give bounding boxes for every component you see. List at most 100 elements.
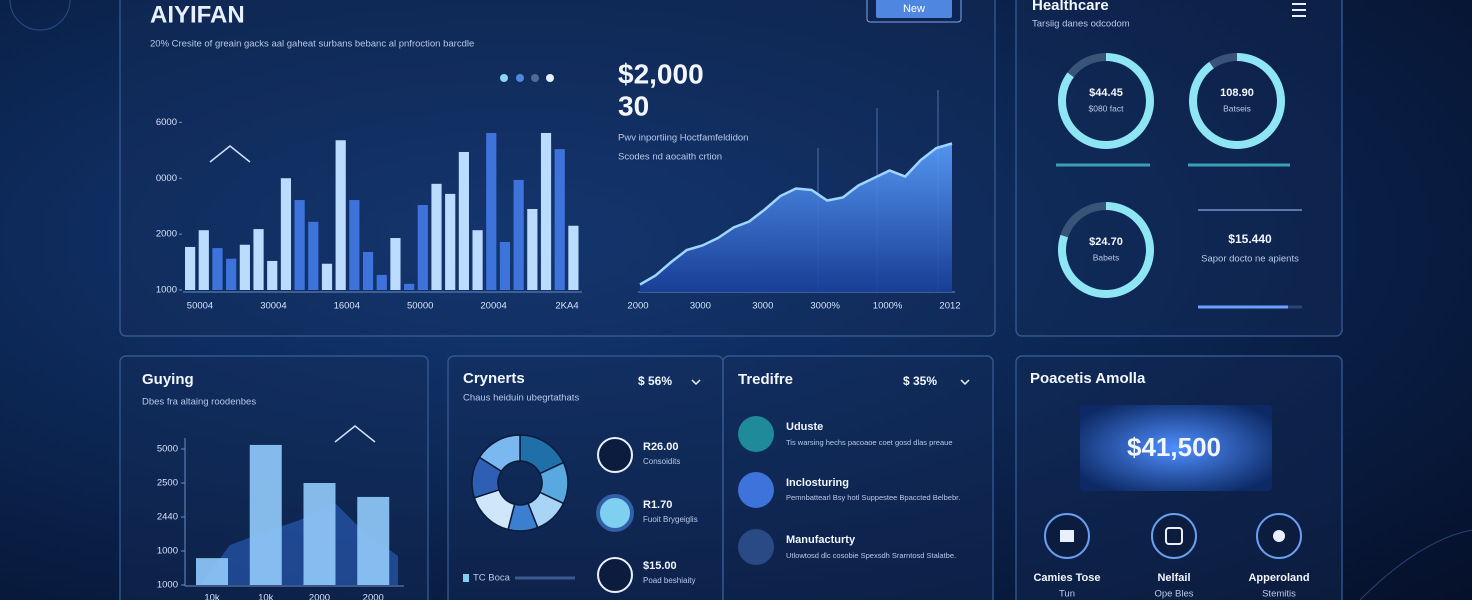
item-value: R26.00 bbox=[643, 441, 678, 453]
x-tick-label: 2000 bbox=[627, 301, 648, 312]
amount: $41,500 bbox=[1127, 432, 1221, 462]
panel bbox=[1015, 0, 1343, 337]
bar bbox=[308, 221, 319, 290]
item-label: Camies Tose bbox=[1033, 572, 1100, 584]
y-tick-label: 6000 bbox=[156, 117, 177, 128]
bar bbox=[540, 132, 552, 290]
headline-sub: 30 bbox=[618, 90, 649, 121]
subtitle: 20% Cresite of greain gacks aal gaheat s… bbox=[150, 39, 474, 50]
item-icon bbox=[738, 529, 774, 565]
item-title: Inclosturing bbox=[786, 477, 849, 489]
bar bbox=[226, 258, 237, 290]
item-label: Poad beshiaity bbox=[643, 576, 695, 585]
bar bbox=[568, 225, 579, 290]
bar bbox=[349, 200, 360, 290]
x-tick-label: 10k bbox=[258, 593, 274, 600]
item-label: Apperoland bbox=[1248, 572, 1309, 584]
bar bbox=[376, 274, 387, 290]
pie-slice bbox=[478, 434, 521, 473]
badge: $ 35% bbox=[903, 374, 937, 388]
stat-value: $15.440 bbox=[1228, 232, 1272, 246]
dropdown[interactable] bbox=[960, 379, 970, 386]
icon-glyph bbox=[1273, 530, 1285, 542]
item-value: R1.70 bbox=[643, 499, 672, 511]
dot bbox=[500, 74, 508, 82]
bar bbox=[280, 178, 292, 290]
stat-label: Sapor docto ne apients bbox=[1201, 254, 1299, 265]
bar bbox=[303, 483, 336, 585]
gauge-label: $080 fact bbox=[1089, 103, 1125, 113]
decor-curve bbox=[1359, 529, 1472, 600]
bar bbox=[554, 149, 565, 290]
item-sub: Stemitis bbox=[1262, 589, 1296, 600]
bar bbox=[294, 200, 305, 290]
bar bbox=[185, 246, 196, 290]
gauge-arc bbox=[1058, 202, 1154, 298]
area bbox=[640, 143, 952, 292]
new-button-fill bbox=[876, 0, 952, 18]
bar bbox=[198, 230, 209, 290]
gauge-label: Batseis bbox=[1223, 103, 1251, 113]
y-tick-label: 2500 bbox=[157, 478, 178, 489]
amount-card bbox=[1080, 405, 1272, 491]
x-tick-label: 30004 bbox=[260, 301, 286, 312]
bar bbox=[472, 230, 483, 290]
panel-title: Tredifre bbox=[738, 371, 793, 388]
gauge-arc bbox=[1058, 53, 1154, 149]
item-sub: Tun bbox=[1059, 589, 1075, 600]
panel bbox=[722, 355, 994, 600]
item-value: $15.00 bbox=[643, 560, 677, 572]
item-label: Consoidits bbox=[643, 457, 680, 466]
panel-title: Healthcare bbox=[1032, 0, 1109, 14]
bar bbox=[499, 241, 511, 290]
item-text: Tis warsing hechs pacoaoe coet gosd dlas… bbox=[786, 438, 953, 447]
x-tick-label: 50000 bbox=[407, 301, 433, 312]
item-icon bbox=[597, 557, 633, 593]
panel-title: Crynerts bbox=[463, 370, 525, 387]
icon-glyph bbox=[1165, 527, 1183, 545]
panel-title: Guying bbox=[142, 371, 194, 388]
item-icon bbox=[596, 494, 634, 532]
bar bbox=[417, 205, 428, 290]
x-tick-label: 3000% bbox=[810, 301, 840, 312]
panel-title: Poacetis Amolla bbox=[1030, 370, 1146, 387]
decor-ring bbox=[9, 0, 71, 31]
dot bbox=[531, 74, 539, 82]
dropdown[interactable] bbox=[691, 379, 701, 386]
item-label: Fuoit Brygeiglis bbox=[643, 515, 698, 524]
bar bbox=[513, 179, 524, 290]
legend-swatch bbox=[463, 574, 469, 582]
y-tick-label: 1000 bbox=[157, 580, 178, 591]
gauge-arc bbox=[1189, 53, 1285, 149]
item-text: Pemnbattearl Bsy hotl Suppestee Bpaccted… bbox=[786, 493, 960, 502]
bar bbox=[458, 151, 469, 290]
x-tick-label: 3000 bbox=[690, 301, 711, 312]
x-tick-label: 50004 bbox=[187, 301, 213, 312]
bar bbox=[362, 252, 374, 290]
x-tick-label: 1000% bbox=[873, 301, 903, 312]
bar bbox=[267, 260, 278, 290]
bar bbox=[390, 238, 401, 290]
bar bbox=[357, 496, 390, 585]
x-tick-label: 20004 bbox=[480, 301, 506, 312]
area-line bbox=[639, 142, 953, 286]
chevron bbox=[334, 425, 376, 443]
x-tick-label: 10k bbox=[204, 593, 220, 600]
x-tick-label: 2000 bbox=[309, 593, 330, 600]
item-title: Uduste bbox=[786, 421, 823, 433]
bar bbox=[486, 132, 497, 290]
gauge-label: Babets bbox=[1093, 252, 1119, 262]
y-tick-label: 1000 bbox=[156, 285, 177, 296]
y-tick-label: 5000 bbox=[157, 444, 178, 455]
bar bbox=[431, 183, 442, 290]
bar bbox=[335, 140, 346, 290]
bar bbox=[253, 229, 264, 290]
gauge-value: $24.70 bbox=[1089, 236, 1123, 248]
item-sub: Ope Bles bbox=[1154, 589, 1193, 600]
new-button-label[interactable]: New bbox=[903, 3, 925, 15]
menu-icon[interactable] bbox=[1292, 3, 1306, 17]
item-label: Nelfail bbox=[1157, 572, 1190, 584]
item-text: Utlowtosd dlc cosobie Spexsdh Srarntosd … bbox=[786, 551, 956, 560]
